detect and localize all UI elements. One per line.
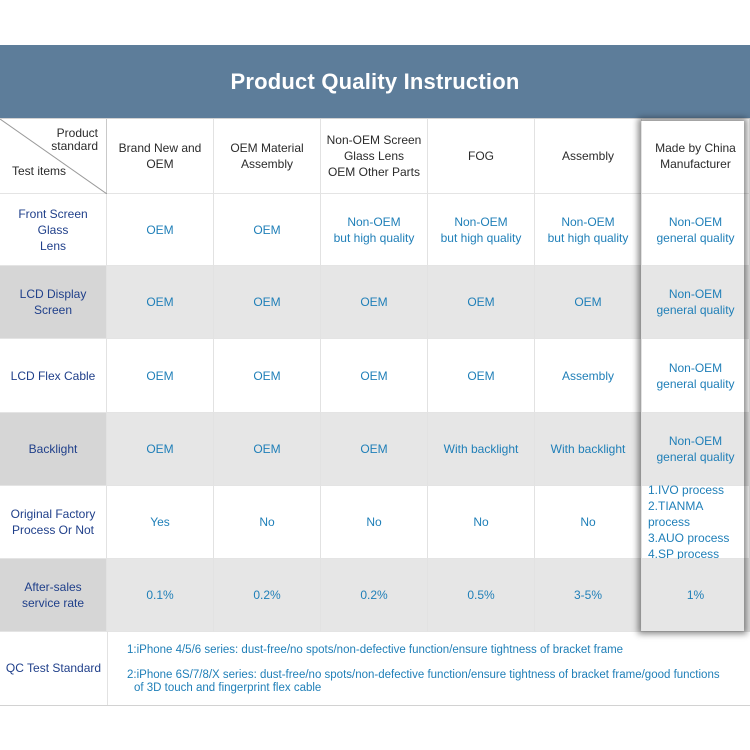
table-cell: Non-OEM but high quality: [428, 194, 535, 266]
table-cell: OEM: [107, 339, 214, 413]
qc-line-2: 2:iPhone 6S/7/8/X series: dust-free/no s…: [127, 669, 720, 681]
process-list-cell: 1.IVO process 2.TIANMA process 3.AUO pro…: [642, 483, 750, 561]
table-cell: No: [321, 486, 428, 559]
row-label-lcd-display-screen: LCD Display Screen: [0, 266, 107, 339]
quality-table: Product standard Test items Brand New an…: [0, 118, 750, 706]
table-cell: OEM: [321, 339, 428, 413]
table-cell: With backlight: [535, 413, 642, 486]
column-header-assembly: Assembly: [535, 119, 642, 194]
table-corner-cell: Product standard Test items: [0, 119, 107, 194]
table-cell: OEM: [428, 339, 535, 413]
table-cell: No: [214, 486, 321, 559]
table-cell: OEM: [428, 266, 535, 339]
qc-content: 1:iPhone 4/5/6 series: dust-free/no spot…: [108, 631, 750, 705]
column-header-brand-new-oem: Brand New and OEM: [107, 119, 214, 194]
corner-test-items: Test items: [12, 164, 67, 178]
table-cell: Non-OEM general quality: [642, 339, 750, 413]
qc-line-1: 1:iPhone 4/5/6 series: dust-free/no spot…: [127, 644, 624, 656]
table-cell: OEM: [214, 194, 321, 266]
table-cell: OEM: [107, 194, 214, 266]
table-cell: Assembly: [535, 339, 642, 413]
row-label-original-factory-process: Original Factory Process Or Not: [0, 486, 107, 559]
table-cell: Non-OEM general quality: [642, 266, 750, 339]
table-cell: Non-OEM but high quality: [535, 194, 642, 266]
table-cell: OEM: [214, 413, 321, 486]
row-label-after-sales: After-sales service rate: [0, 559, 107, 632]
table-cell: No: [535, 486, 642, 559]
table-cell: OEM: [214, 266, 321, 339]
table-cell: 0.1%: [107, 559, 214, 632]
table-cell: 3-5%: [535, 559, 642, 632]
corner-product-standard: Product standard: [51, 126, 98, 153]
qc-standard-row: QC Test Standard 1:iPhone 4/5/6 series: …: [0, 631, 750, 706]
row-label-front-screen-glass: Front Screen Glass Lens: [0, 194, 107, 266]
table-cell: Yes: [107, 486, 214, 559]
table-cell: No: [428, 486, 535, 559]
table-cell: Non-OEM but high quality: [321, 194, 428, 266]
table-cell: 1%: [642, 559, 750, 632]
column-header-fog: FOG: [428, 119, 535, 194]
table-cell: OEM: [321, 413, 428, 486]
table-cell: 0.2%: [214, 559, 321, 632]
table-cell: Non-OEM general quality: [642, 194, 750, 266]
table-cell: 0.2%: [321, 559, 428, 632]
table-cell: OEM: [214, 339, 321, 413]
table-cell: OEM: [321, 266, 428, 339]
table-cell: 0.5%: [428, 559, 535, 632]
table-cell: OEM: [535, 266, 642, 339]
column-header-non-oem-screen: Non-OEM Screen Glass Lens OEM Other Parts: [321, 119, 428, 194]
column-header-oem-material-assembly: OEM Material Assembly: [214, 119, 321, 194]
qc-line-2-continued: of 3D touch and fingerprint flex cable: [134, 682, 322, 694]
row-label-backlight: Backlight: [0, 413, 107, 486]
column-header-made-by-china: Made by China Manufacturer: [642, 119, 750, 194]
table-cell: With backlight: [428, 413, 535, 486]
table-cell: Non-OEM general quality: [642, 413, 750, 486]
row-label-lcd-flex-cable: LCD Flex Cable: [0, 339, 107, 413]
qc-label: QC Test Standard: [0, 631, 108, 705]
table-cell: OEM: [107, 266, 214, 339]
diagonal-divider: [0, 119, 107, 194]
page-title: Product Quality Instruction: [0, 45, 750, 118]
table-cell: OEM: [107, 413, 214, 486]
